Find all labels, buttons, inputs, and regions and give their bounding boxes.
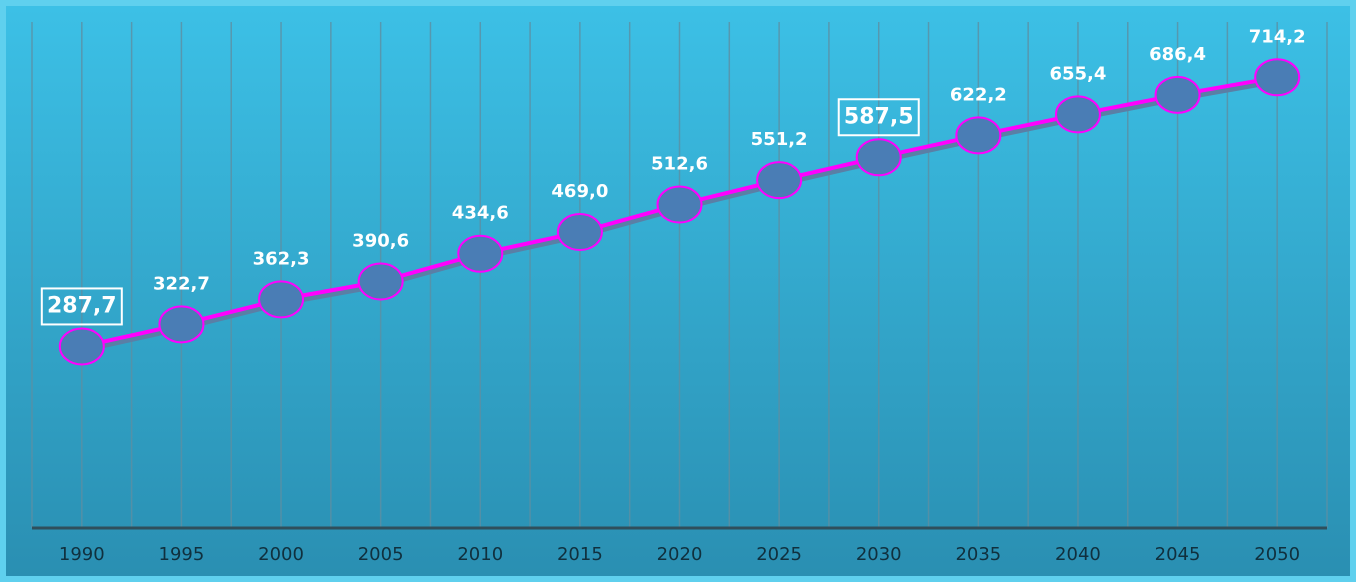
x-tick-label: 2020 — [657, 544, 703, 565]
x-tick-label: 2050 — [1254, 544, 1300, 565]
marker — [457, 234, 504, 273]
data-label: 362,3 — [253, 248, 310, 269]
x-tick-label: 2030 — [856, 544, 902, 565]
data-label: 322,7 — [153, 273, 210, 294]
x-tick-label: 2045 — [1155, 544, 1201, 565]
x-tick-label: 2040 — [1055, 544, 1101, 565]
marker — [58, 327, 105, 366]
x-tick-label: 1990 — [59, 544, 105, 565]
data-label: 655,4 — [1049, 63, 1106, 84]
x-tick-label: 2005 — [358, 544, 404, 565]
plot-background — [6, 6, 1350, 576]
x-tick-label: 2025 — [756, 544, 802, 565]
marker — [357, 262, 404, 301]
marker — [1054, 95, 1101, 134]
data-label: 622,2 — [950, 84, 1007, 105]
data-label: 714,2 — [1249, 26, 1306, 47]
data-label: 587,5 — [844, 104, 914, 129]
data-label: 434,6 — [452, 203, 509, 224]
marker — [158, 305, 205, 344]
marker — [1254, 58, 1301, 97]
data-label: 512,6 — [651, 154, 708, 175]
x-tick-label: 1995 — [159, 544, 205, 565]
marker — [556, 213, 603, 252]
x-tick-label: 2015 — [557, 544, 603, 565]
marker — [855, 138, 902, 177]
marker — [756, 161, 803, 200]
x-tick-label: 2010 — [457, 544, 503, 565]
label-box — [837, 98, 920, 137]
x-tick-label: 2035 — [955, 544, 1001, 565]
x-tick-label: 2000 — [258, 544, 304, 565]
data-label: 469,0 — [551, 181, 608, 202]
marker — [656, 185, 703, 224]
marker — [258, 280, 305, 319]
data-label: 551,2 — [751, 129, 808, 150]
marker — [1154, 75, 1201, 114]
data-label: 287,7 — [47, 293, 117, 318]
marker — [955, 116, 1002, 155]
data-label: 686,4 — [1149, 44, 1206, 65]
data-label: 390,6 — [352, 231, 409, 252]
label-box — [40, 287, 123, 326]
